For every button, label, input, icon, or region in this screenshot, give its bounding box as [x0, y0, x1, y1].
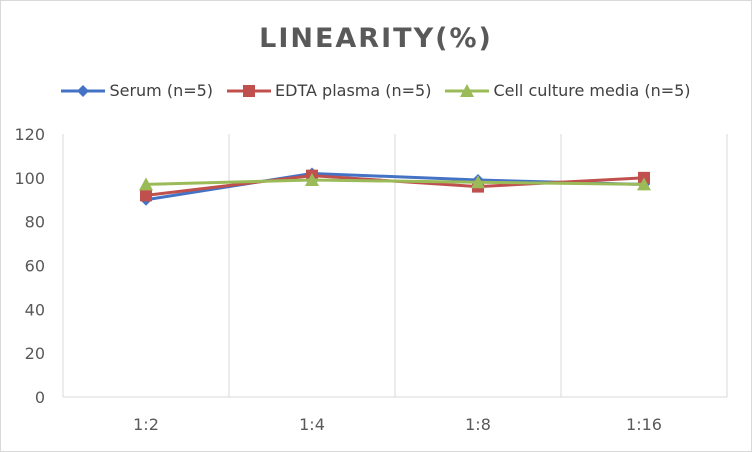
legend: Serum (n=5) EDTA plasma (n=5) Cell culture…	[1, 81, 751, 100]
data-point-2-2	[471, 175, 485, 189]
x-tick-label: 1:16	[626, 415, 662, 434]
y-tick-label: 60	[25, 257, 45, 276]
y-tick-label: 120	[14, 125, 45, 144]
series-line-2	[145, 178, 645, 186]
legend-triangle-icon	[445, 83, 490, 97]
legend-item: EDTA plasma (n=5)	[227, 81, 431, 100]
y-tick-label: 40	[25, 300, 45, 319]
x-tick-label: 1:2	[133, 415, 159, 434]
data-point-1-0	[140, 189, 152, 202]
data-point-2-3	[637, 177, 651, 191]
data-point-2-0	[139, 177, 153, 191]
legend-label: Serum (n=5)	[109, 81, 214, 100]
legend-label: EDTA plasma (n=5)	[275, 81, 432, 100]
legend-square-icon	[227, 84, 272, 97]
x-tick-label: 1:8	[465, 415, 491, 434]
y-tick-label: 80	[25, 213, 45, 232]
legend-label: Cell culture media (n=5)	[493, 81, 691, 100]
legend-diamond-icon	[61, 84, 106, 97]
y-tick-label: 0	[35, 388, 45, 407]
y-tick-label: 20	[25, 344, 45, 363]
legend-item: Cell culture media (n=5)	[445, 81, 691, 100]
x-tick-label: 1:4	[299, 415, 325, 434]
data-point-2-1	[305, 173, 319, 187]
y-tick-label: 100	[14, 169, 45, 188]
chart-title: LINEARITY(%)	[259, 23, 493, 54]
legend-item: Serum (n=5)	[61, 81, 213, 100]
